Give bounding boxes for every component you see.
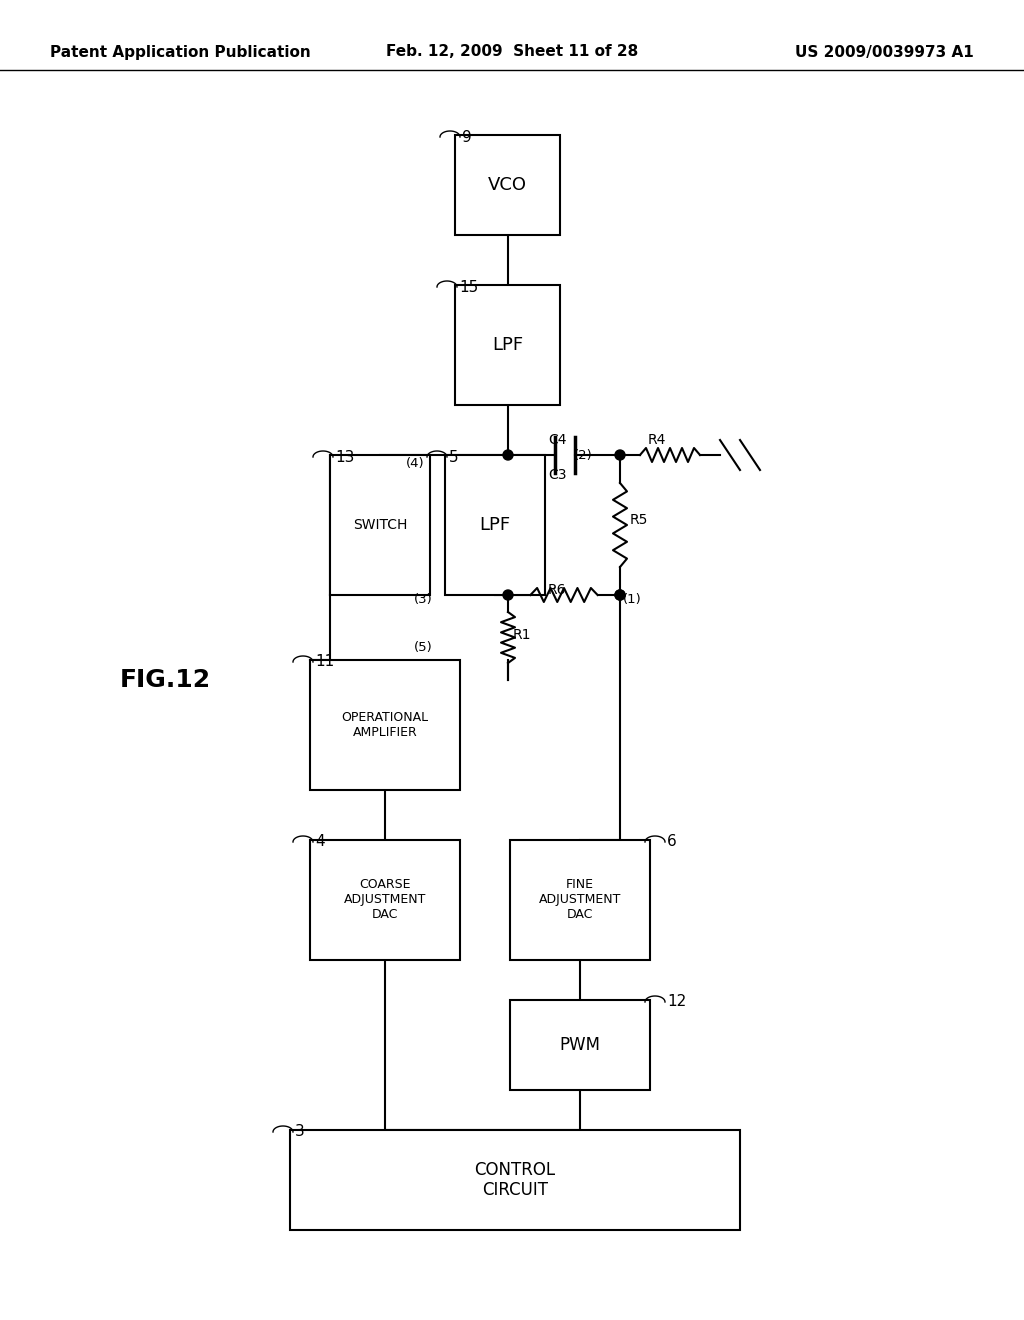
FancyBboxPatch shape bbox=[310, 840, 460, 960]
Text: Feb. 12, 2009  Sheet 11 of 28: Feb. 12, 2009 Sheet 11 of 28 bbox=[386, 45, 638, 59]
Text: LPF: LPF bbox=[492, 337, 523, 354]
Text: VCO: VCO bbox=[488, 176, 527, 194]
Text: 12: 12 bbox=[667, 994, 686, 1010]
FancyBboxPatch shape bbox=[330, 455, 430, 595]
Circle shape bbox=[503, 450, 513, 459]
Circle shape bbox=[615, 590, 625, 601]
Circle shape bbox=[503, 590, 513, 601]
Text: FINE
ADJUSTMENT
DAC: FINE ADJUSTMENT DAC bbox=[539, 879, 622, 921]
Text: US 2009/0039973 A1: US 2009/0039973 A1 bbox=[796, 45, 974, 59]
Text: SWITCH: SWITCH bbox=[353, 517, 408, 532]
Text: R4: R4 bbox=[648, 433, 667, 447]
FancyBboxPatch shape bbox=[455, 285, 560, 405]
Circle shape bbox=[615, 450, 625, 459]
FancyBboxPatch shape bbox=[510, 1001, 650, 1090]
Text: (4): (4) bbox=[406, 457, 424, 470]
FancyBboxPatch shape bbox=[455, 135, 560, 235]
Text: R1: R1 bbox=[513, 628, 531, 642]
Text: (1): (1) bbox=[623, 594, 641, 606]
Text: 9: 9 bbox=[462, 129, 472, 144]
Text: 15: 15 bbox=[459, 280, 478, 294]
Text: C3: C3 bbox=[548, 469, 566, 482]
Text: R6: R6 bbox=[548, 583, 566, 597]
Text: 3: 3 bbox=[295, 1125, 305, 1139]
Text: (3): (3) bbox=[414, 594, 432, 606]
Text: (2): (2) bbox=[573, 449, 592, 462]
FancyBboxPatch shape bbox=[290, 1130, 740, 1230]
Text: Patent Application Publication: Patent Application Publication bbox=[50, 45, 310, 59]
Text: 13: 13 bbox=[335, 450, 354, 465]
Text: COARSE
ADJUSTMENT
DAC: COARSE ADJUSTMENT DAC bbox=[344, 879, 426, 921]
Text: OPERATIONAL
AMPLIFIER: OPERATIONAL AMPLIFIER bbox=[341, 711, 429, 739]
Circle shape bbox=[615, 590, 625, 601]
Text: CONTROL
CIRCUIT: CONTROL CIRCUIT bbox=[474, 1160, 556, 1200]
Text: 5: 5 bbox=[449, 450, 459, 465]
Text: LPF: LPF bbox=[479, 516, 511, 535]
Text: C4: C4 bbox=[548, 433, 566, 447]
Text: (5): (5) bbox=[414, 642, 432, 655]
Text: 11: 11 bbox=[315, 655, 334, 669]
Text: R5: R5 bbox=[630, 513, 648, 527]
FancyBboxPatch shape bbox=[510, 840, 650, 960]
FancyBboxPatch shape bbox=[445, 455, 545, 595]
Text: 4: 4 bbox=[315, 834, 325, 850]
Text: 6: 6 bbox=[667, 834, 677, 850]
Text: PWM: PWM bbox=[559, 1036, 600, 1053]
FancyBboxPatch shape bbox=[310, 660, 460, 789]
Text: FIG.12: FIG.12 bbox=[120, 668, 211, 692]
